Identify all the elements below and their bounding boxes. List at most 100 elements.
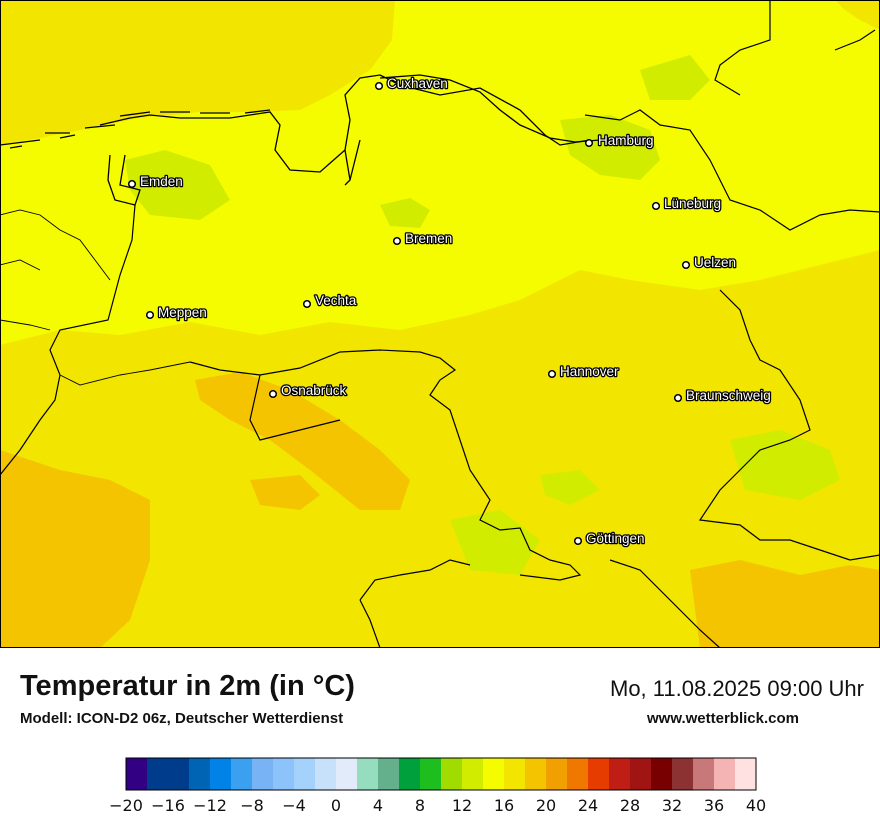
page-title: Temperatur in 2m (in °C) — [20, 670, 355, 702]
cool-region-bremen — [380, 198, 430, 228]
city-bremen[interactable]: Bremen — [392, 230, 454, 247]
warmest-region-south — [250, 475, 320, 510]
colorbar-cell — [210, 758, 232, 790]
colorbar-cell — [504, 758, 526, 790]
colorbar-tick-label: 12 — [452, 796, 472, 815]
colorbar-cell — [420, 758, 442, 790]
footer: Temperatur in 2m (in °C) Modell: ICON-D2… — [0, 648, 880, 830]
colorbar-legend: −20 −16 −12 −8 −4 0 4 8 12 16 20 24 28 32 36 40 — [109, 757, 766, 815]
forecast-datetime: Mo, 11.08.2025 09:00 Uhr — [610, 676, 864, 701]
sea-region-east — [835, 0, 880, 30]
colorbar-cell — [441, 758, 463, 790]
colorbar-tick-label: 32 — [662, 796, 682, 815]
colorbar-cell — [609, 758, 631, 790]
colorbar-cell — [231, 758, 253, 790]
colorbar-frame — [125, 757, 757, 791]
colorbar-cell — [126, 758, 148, 790]
warm-south-region-2 — [540, 360, 720, 470]
city-label: Vechta — [315, 293, 357, 308]
colorbar-cell — [147, 758, 169, 790]
colorbar-cell — [399, 758, 421, 790]
cool-region-emden — [125, 150, 230, 220]
city-label: Meppen — [158, 305, 207, 320]
city-label: Hamburg — [598, 133, 654, 148]
colorbar-cell — [189, 758, 211, 790]
colorbar-cell — [294, 758, 316, 790]
colorbar-tick-label: 28 — [620, 796, 640, 815]
city-emden[interactable]: Emden — [127, 173, 184, 190]
colorbar-cell — [630, 758, 652, 790]
colorbar-cell — [672, 758, 694, 790]
colorbar-cell — [336, 758, 358, 790]
city-label: Emden — [140, 174, 183, 189]
sea-region — [0, 0, 395, 145]
islands — [9, 109, 271, 149]
border-north-east — [714, 0, 876, 96]
city-lueneburg[interactable]: Lüneburg — [651, 195, 722, 212]
city-label: Uelzen — [694, 255, 736, 270]
colorbar-cell — [168, 758, 190, 790]
cool-region-hamburg — [560, 115, 660, 180]
colorbar-tick-label: 24 — [578, 796, 598, 815]
cool-region-northeast — [640, 55, 710, 100]
city-label: Lüneburg — [664, 196, 721, 211]
colorbar-ticks: −20 −16 −12 −8 −4 0 4 8 12 16 20 24 28 32 36 40 — [109, 796, 766, 815]
colorbar-cell — [525, 758, 547, 790]
city-vechta[interactable]: Vechta — [302, 292, 358, 309]
coastline — [0, 74, 591, 206]
city-goettingen[interactable]: Göttingen — [573, 530, 646, 547]
city-braunschweig[interactable]: Braunschweig — [673, 387, 772, 404]
city-meppen[interactable]: Meppen — [145, 304, 208, 321]
website-link[interactable]: www.wetterblick.com — [647, 710, 799, 727]
colorbar-cell — [483, 758, 505, 790]
colorbar-cell — [588, 758, 610, 790]
temperature-map: Cuxhaven Hamburg Emden Lüneburg Bremen U… — [0, 0, 880, 648]
warmest-region-southeast — [690, 560, 880, 648]
city-label: Bremen — [405, 231, 452, 246]
cool-region-south2 — [540, 470, 600, 505]
state-border-south — [189, 349, 582, 581]
city-label: Braunschweig — [686, 388, 771, 403]
colorbar-tick-label: −20 — [109, 796, 143, 815]
colorbar-cell — [714, 758, 736, 790]
state-border-east — [584, 109, 880, 648]
border-southwest — [359, 559, 471, 648]
colorbar-tick-label: 20 — [536, 796, 556, 815]
city-label: Osnabrück — [281, 383, 347, 398]
colorbar-tick-label: 36 — [704, 796, 724, 815]
warmest-region-osnabrueck — [195, 372, 410, 510]
city-cuxhaven[interactable]: Cuxhaven — [374, 75, 449, 92]
city-label: Hannover — [560, 364, 619, 379]
colorbar-cell — [252, 758, 274, 790]
colorbar-tick-label: −4 — [282, 796, 306, 815]
city-label: Cuxhaven — [387, 76, 448, 91]
city-hannover[interactable]: Hannover — [547, 363, 620, 380]
city-label: Göttingen — [586, 531, 645, 546]
colorbar-tick-label: 40 — [746, 796, 766, 815]
colorbar-cell — [651, 758, 673, 790]
warmest-region-west — [0, 450, 150, 648]
colorbar-cell — [273, 758, 295, 790]
colorbar-cell — [357, 758, 379, 790]
colorbar-cell — [462, 758, 484, 790]
colorbar-tick-label: −8 — [240, 796, 264, 815]
border-west — [0, 204, 136, 476]
colorbar-tick-label: 8 — [415, 796, 425, 815]
city-markers: Cuxhaven Hamburg Emden Lüneburg Bremen U… — [127, 75, 772, 547]
model-info: Modell: ICON-D2 06z, Deutscher Wetterdie… — [20, 710, 344, 727]
cool-region-goettingen — [450, 510, 540, 575]
elbe-river — [379, 74, 601, 143]
city-osnabrueck[interactable]: Osnabrück — [268, 382, 348, 399]
colorbar-cell — [546, 758, 568, 790]
colorbar-cells — [126, 758, 757, 790]
colorbar-cell — [567, 758, 589, 790]
warm-south-region — [0, 250, 880, 648]
colorbar-tick-label: 16 — [494, 796, 514, 815]
colorbar-tick-label: 4 — [373, 796, 383, 815]
city-hamburg[interactable]: Hamburg — [584, 132, 655, 149]
colorbar-cell — [693, 758, 715, 790]
colorbar-cell — [378, 758, 400, 790]
colorbar-tick-label: −16 — [151, 796, 185, 815]
colorbar-cell — [315, 758, 337, 790]
city-uelzen[interactable]: Uelzen — [681, 254, 737, 271]
